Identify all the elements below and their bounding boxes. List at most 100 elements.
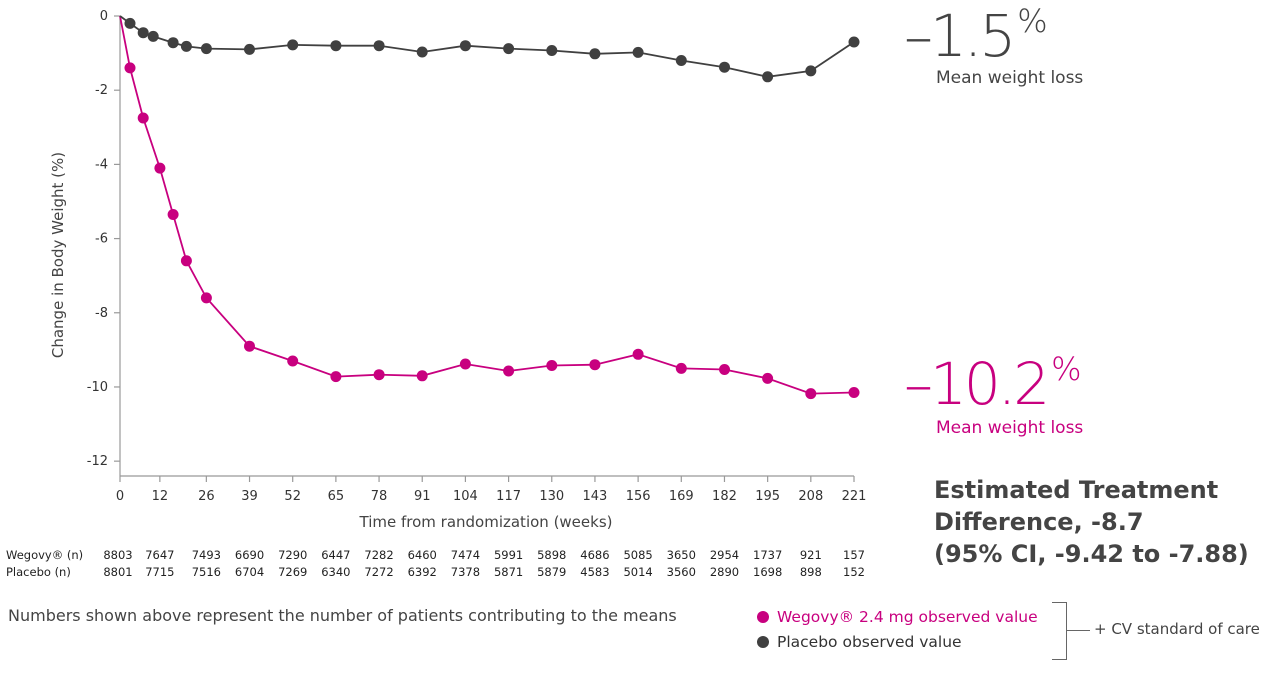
y-tick-label: -6 xyxy=(95,232,108,247)
x-axis-title: Time from randomization (weeks) xyxy=(359,513,613,531)
x-tick-label: 52 xyxy=(284,489,301,504)
data-point-placebo xyxy=(244,43,255,55)
data-point-placebo xyxy=(805,65,817,77)
y-tick-label: -4 xyxy=(95,157,108,172)
legend-item-placebo: Placebo observed value xyxy=(757,633,962,651)
x-tick-label: 26 xyxy=(198,489,215,504)
patient-count-cell: 5898 xyxy=(537,548,567,562)
patient-count-cell: 7282 xyxy=(364,548,394,562)
patient-count-cell: 3560 xyxy=(666,565,696,579)
treatment-difference-line-3: (95% CI, -9.42 to -7.88) xyxy=(934,540,1249,568)
x-tick-label: 12 xyxy=(152,489,169,504)
patient-count-cell: 1698 xyxy=(753,565,783,579)
x-tick-label: 78 xyxy=(371,489,388,504)
patient-count-cell: 4583 xyxy=(580,565,610,579)
patient-count-cell: 2890 xyxy=(709,565,740,579)
patient-count-cell: 6340 xyxy=(321,565,351,579)
data-point-wegovy xyxy=(200,292,212,304)
data-point-wegovy xyxy=(848,387,860,398)
y-axis-title: Change in Body Weight (%) xyxy=(49,152,67,358)
patient-count-cell: 6704 xyxy=(234,565,265,579)
placebo-pct-number: –1.5 xyxy=(904,2,1016,70)
patient-count-cell: 7493 xyxy=(191,548,221,562)
patient-count-cell: 8801 xyxy=(103,565,133,579)
data-point-placebo xyxy=(147,30,159,42)
patient-count-cell: 5014 xyxy=(623,565,653,579)
x-tick-label: 104 xyxy=(453,489,478,504)
data-point-wegovy xyxy=(416,370,428,382)
patient-count-cell: 7516 xyxy=(191,565,221,579)
x-tick-label: 143 xyxy=(583,489,608,504)
data-point-wegovy xyxy=(287,355,299,367)
series-line-placebo xyxy=(119,15,855,78)
treatment-difference: Estimated Treatment Difference, -8.7 (95… xyxy=(934,474,1249,570)
patient-count-cell: 5871 xyxy=(493,565,524,579)
patient-count-cell: 6447 xyxy=(321,548,351,562)
data-point-placebo xyxy=(180,40,192,52)
x-tick-label: 91 xyxy=(414,489,431,504)
series-line-wegovy xyxy=(119,15,855,395)
x-tick-label: 65 xyxy=(328,489,345,504)
y-tick-label: -10 xyxy=(87,380,108,395)
data-point-wegovy xyxy=(330,371,342,383)
data-point-wegovy xyxy=(546,360,558,371)
treatment-difference-line-1: Estimated Treatment xyxy=(934,476,1219,504)
patient-count-cell: 5085 xyxy=(623,548,653,562)
wegovy-mean-loss-value: –10.2% xyxy=(904,350,1082,418)
data-point-wegovy xyxy=(719,364,730,375)
treatment-difference-line-2: Difference, -8.7 xyxy=(934,508,1144,536)
data-point-placebo xyxy=(675,55,687,66)
data-point-wegovy xyxy=(137,112,149,124)
patient-count-cell: 7272 xyxy=(364,565,394,579)
patient-count-cell: 157 xyxy=(843,548,865,562)
chart-axes: 0 -2 -4 -6 -8 -10 -12 0 12 26 39 52 65 78 91 104 117 130 1… xyxy=(87,9,867,504)
patient-count-cell: 3650 xyxy=(666,548,696,562)
data-point-placebo xyxy=(200,43,212,55)
data-point-placebo xyxy=(137,27,149,39)
patient-count-cell: 5991 xyxy=(493,548,524,562)
data-point-placebo xyxy=(546,45,558,56)
legend-label-placebo: Placebo observed value xyxy=(777,633,962,651)
patient-count-cell: 4686 xyxy=(580,548,610,562)
data-point-placebo xyxy=(124,17,136,29)
data-point-wegovy xyxy=(632,348,644,360)
data-point-wegovy xyxy=(589,359,601,371)
data-point-wegovy xyxy=(167,209,179,220)
legend-dot-wegovy xyxy=(757,611,769,623)
data-point-placebo xyxy=(632,46,644,58)
patient-count-cell: 7290 xyxy=(278,548,308,562)
y-tick-label: -8 xyxy=(95,306,108,321)
data-point-placebo xyxy=(459,40,471,52)
patient-count-row: Wegovy® (n) 8803 7647 7493 6690 7290 6447 7282 6… xyxy=(0,548,1280,564)
data-point-placebo xyxy=(589,48,601,60)
placebo-pct-unit: % xyxy=(1017,2,1048,40)
x-tick-label: 0 xyxy=(116,489,124,504)
x-tick-label: 195 xyxy=(755,489,780,504)
data-point-wegovy xyxy=(503,365,515,377)
legend-item-wegovy: Wegovy® 2.4 mg observed value xyxy=(757,608,1038,626)
data-point-wegovy xyxy=(373,369,385,381)
data-point-wegovy xyxy=(459,358,471,370)
patient-count-cell: 7474 xyxy=(450,548,481,562)
patient-count-cell: 7715 xyxy=(145,565,175,579)
footnote: Numbers shown above represent the number… xyxy=(8,606,677,625)
data-point-wegovy xyxy=(805,388,817,400)
x-tick-label: 117 xyxy=(496,489,521,504)
x-tick-label: 182 xyxy=(712,489,737,504)
y-tick-label: 0 xyxy=(100,9,108,24)
patient-count-cell: 921 xyxy=(799,548,822,562)
data-point-placebo xyxy=(287,39,299,51)
patient-count-cell: 1737 xyxy=(753,548,783,562)
patient-count-row-label: Wegovy® (n) xyxy=(6,548,84,562)
legend-bracket-connector xyxy=(1066,630,1090,631)
patient-count-cell: 6690 xyxy=(234,548,265,562)
x-tick-label: 169 xyxy=(669,489,694,504)
x-tick-label: 156 xyxy=(626,489,651,504)
wegovy-mean-loss-label: Mean weight loss xyxy=(936,418,1084,438)
data-point-wegovy xyxy=(675,362,687,374)
x-tick-label: 208 xyxy=(798,489,823,504)
data-point-placebo xyxy=(719,61,730,73)
patient-count-cell: 6392 xyxy=(407,565,437,579)
placebo-mean-loss-value: –1.5% xyxy=(904,2,1048,70)
wegovy-pct-number: –10.2 xyxy=(904,350,1050,418)
